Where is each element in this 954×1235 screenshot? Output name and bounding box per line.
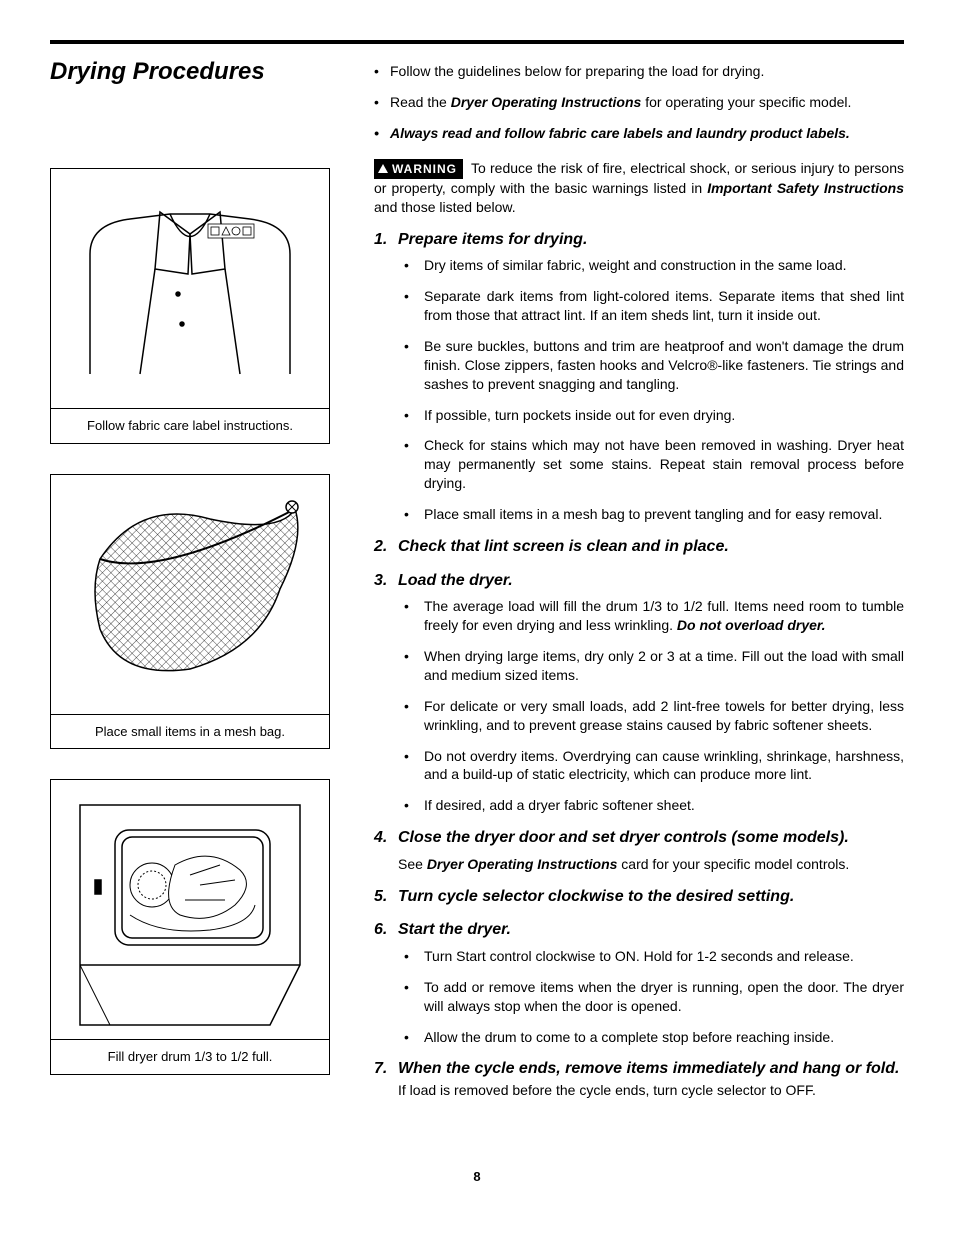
- intro-text: Follow the guidelines below for preparin…: [390, 63, 764, 79]
- intro-list: Follow the guidelines below for preparin…: [374, 62, 904, 143]
- page-number: 8: [50, 1168, 904, 1186]
- list-item: Check for stains which may not have been…: [398, 436, 904, 493]
- figure-mesh-bag-caption: Place small items in a mesh bag.: [51, 715, 329, 749]
- page-grid: Drying Procedures: [50, 62, 904, 1108]
- intro-text: for operating your specific model.: [641, 94, 851, 110]
- warning-em: Important Safety Instructions: [707, 180, 904, 196]
- figure-mesh-bag: Place small items in a mesh bag.: [50, 474, 330, 750]
- list-item: Separate dark items from light-colored i…: [398, 287, 904, 325]
- list-item: Dry items of similar fabric, weight and …: [398, 256, 904, 275]
- intro-item: Read the Dryer Operating Instructions fo…: [374, 93, 904, 112]
- step-title: Close the dryer door and set dryer contr…: [398, 829, 849, 846]
- page-title: Drying Procedures: [50, 56, 350, 88]
- step4-note: See Dryer Operating Instructions card fo…: [398, 855, 904, 874]
- list-item: The average load will fill the drum 1/3 …: [398, 597, 904, 635]
- step-num: 7.: [374, 1058, 387, 1080]
- figure-care-label-caption: Follow fabric care label instructions.: [51, 409, 329, 443]
- list-item: To add or remove items when the dryer is…: [398, 978, 904, 1016]
- step-num: 1.: [374, 229, 387, 251]
- note-text: See: [398, 856, 427, 872]
- list-item: If possible, turn pockets inside out for…: [398, 406, 904, 425]
- step-title: Turn cycle selector clockwise to the des…: [398, 888, 794, 905]
- step6-sublist: Turn Start control clockwise to ON. Hold…: [398, 947, 904, 1047]
- warning-label: WARNING: [392, 162, 457, 176]
- step-title: Prepare items for drying.: [398, 231, 587, 248]
- list-item: Allow the drum to come to a complete sto…: [398, 1028, 904, 1047]
- warning-text: and those listed below.: [374, 199, 516, 215]
- figure-care-label-image: [51, 169, 329, 409]
- item-em: Do not overload dryer.: [677, 617, 826, 633]
- step-title: Check that lint screen is clean and in p…: [398, 538, 729, 555]
- step-title: When the cycle ends, remove items immedi…: [398, 1060, 899, 1077]
- intro-text: Read the: [390, 94, 451, 110]
- list-item: For delicate or very small loads, add 2 …: [398, 697, 904, 735]
- list-item: Be sure buckles, buttons and trim are he…: [398, 337, 904, 394]
- step-heading-3: 3. Load the dryer.: [374, 570, 904, 592]
- right-column: Follow the guidelines below for preparin…: [374, 62, 904, 1108]
- step-num: 6.: [374, 919, 387, 941]
- step-heading-7: 7. When the cycle ends, remove items imm…: [374, 1058, 904, 1101]
- item-text: The average load will fill the drum 1/3 …: [424, 598, 904, 633]
- step-heading-4: 4. Close the dryer door and set dryer co…: [374, 827, 904, 849]
- step-heading-2: 2. Check that lint screen is clean and i…: [374, 536, 904, 558]
- figure-dryer-drum: Fill dryer drum 1/3 to 1/2 full.: [50, 779, 330, 1075]
- intro-item-emphasis: Always read and follow fabric care label…: [374, 124, 904, 143]
- list-item: When drying large items, dry only 2 or 3…: [398, 647, 904, 685]
- note-em: Dryer Operating Instructions: [427, 856, 618, 872]
- figure-care-label: Follow fabric care label instructions.: [50, 168, 330, 444]
- intro-em: Dryer Operating Instructions: [451, 94, 642, 110]
- step-num: 2.: [374, 536, 387, 558]
- step-title: Start the dryer.: [398, 921, 511, 938]
- list-item: If desired, add a dryer fabric softener …: [398, 796, 904, 815]
- top-rule: [50, 40, 904, 44]
- step1-sublist: Dry items of similar fabric, weight and …: [398, 256, 904, 524]
- figure-mesh-bag-image: [51, 475, 329, 715]
- warning-badge: WARNING: [374, 159, 463, 179]
- step-num: 4.: [374, 827, 387, 849]
- step-title: Load the dryer.: [398, 572, 513, 589]
- warning-triangle-icon: [378, 164, 388, 173]
- step-heading-6: 6. Start the dryer.: [374, 919, 904, 941]
- list-item: Place small items in a mesh bag to preve…: [398, 505, 904, 524]
- note-text: card for your specific model controls.: [617, 856, 849, 872]
- left-column: Drying Procedures: [50, 62, 350, 1105]
- list-item: Turn Start control clockwise to ON. Hold…: [398, 947, 904, 966]
- step-num: 5.: [374, 886, 387, 908]
- step7-inline: If load is removed before the cycle ends…: [398, 1082, 816, 1098]
- figure-dryer-drum-image: [51, 780, 329, 1040]
- intro-item: Follow the guidelines below for preparin…: [374, 62, 904, 81]
- step3-sublist: The average load will fill the drum 1/3 …: [398, 597, 904, 815]
- figure-dryer-drum-caption: Fill dryer drum 1/3 to 1/2 full.: [51, 1040, 329, 1074]
- step-num: 3.: [374, 570, 387, 592]
- step-heading-1: 1. Prepare items for drying.: [374, 229, 904, 251]
- step-heading-5: 5. Turn cycle selector clockwise to the …: [374, 886, 904, 908]
- warning-block: WARNING To reduce the risk of fire, elec…: [374, 159, 904, 217]
- list-item: Do not overdry items. Overdrying can cau…: [398, 747, 904, 785]
